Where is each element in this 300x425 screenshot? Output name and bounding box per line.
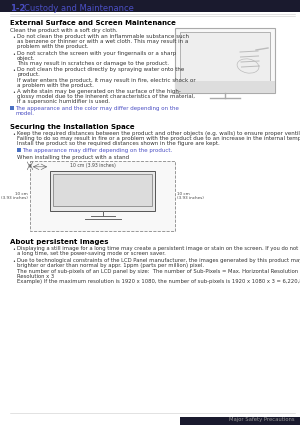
Text: model.: model. xyxy=(16,111,34,116)
Text: •: • xyxy=(12,132,15,137)
Bar xyxy=(50,171,155,211)
Text: If water enters the product, it may result in fire, electric shock or: If water enters the product, it may resu… xyxy=(17,78,196,82)
Text: Custody and Maintenance: Custody and Maintenance xyxy=(24,4,134,13)
Text: Securing the Installation Space: Securing the Installation Space xyxy=(10,124,135,130)
Text: problem with the product.: problem with the product. xyxy=(17,44,88,49)
Text: a long time, set the power-saving mode or screen saver.: a long time, set the power-saving mode o… xyxy=(17,251,166,256)
Text: This may result in scratches or damage to the product.: This may result in scratches or damage t… xyxy=(17,61,169,66)
Text: object.: object. xyxy=(17,56,36,61)
Text: When installing the product with a stand: When installing the product with a stand xyxy=(17,155,129,160)
Text: brighter or darker than normal by appr. 1ppm (parts per million) pixel.: brighter or darker than normal by appr. … xyxy=(17,264,204,269)
Bar xyxy=(10,106,14,110)
Text: Displaying a still image for a long time may create a persistent image or stain : Displaying a still image for a long time… xyxy=(17,246,300,251)
Text: Resolution x 3: Resolution x 3 xyxy=(17,274,54,279)
Text: •: • xyxy=(12,51,15,57)
Bar xyxy=(175,81,275,93)
Bar xyxy=(175,28,275,93)
Text: as benzene or thinner or with a wet cloth. This may result in a: as benzene or thinner or with a wet clot… xyxy=(17,39,188,44)
Text: Keep the required distances between the product and other objects (e.g. walls) t: Keep the required distances between the … xyxy=(17,131,300,136)
Bar xyxy=(180,417,300,425)
Bar xyxy=(0,0,300,12)
Bar xyxy=(53,174,152,206)
Text: 10 cm (3.93 inches): 10 cm (3.93 inches) xyxy=(70,163,116,168)
Text: glossy model due to the inherent characteristics of the material,: glossy model due to the inherent charact… xyxy=(17,94,195,99)
Text: Example) If the maximum resolution is 1920 x 1080, the number of sub-pixels is 1: Example) If the maximum resolution is 19… xyxy=(17,279,300,284)
Text: Do not clean the product directly by spraying water onto the: Do not clean the product directly by spr… xyxy=(17,67,184,72)
Text: •: • xyxy=(12,259,15,264)
Text: The appearance may differ depending on the product.: The appearance may differ depending on t… xyxy=(22,147,173,153)
Text: Due to technological constraints of the LCD Panel manufacturer, the images gener: Due to technological constraints of the … xyxy=(17,258,300,263)
Bar xyxy=(30,161,175,231)
Text: The number of sub-pixels of an LCD panel by size:  The number of Sub-Pixels = Ma: The number of sub-pixels of an LCD panel… xyxy=(17,269,300,274)
Text: External Surface and Screen Maintenance: External Surface and Screen Maintenance xyxy=(10,20,176,26)
Text: product.: product. xyxy=(17,72,40,77)
Text: if a supersonic humidifier is used.: if a supersonic humidifier is used. xyxy=(17,99,110,105)
Text: •: • xyxy=(12,90,15,95)
Text: Do not scratch the screen with your fingernails or a sharp: Do not scratch the screen with your fing… xyxy=(17,51,176,56)
Text: •: • xyxy=(12,247,15,252)
Text: The appearance and the color may differ depending on the: The appearance and the color may differ … xyxy=(16,105,179,111)
Text: A white stain may be generated on the surface of the high-: A white stain may be generated on the su… xyxy=(17,89,181,94)
Text: About persistent images: About persistent images xyxy=(10,239,109,245)
Text: 10 cm
(3.93 inches): 10 cm (3.93 inches) xyxy=(1,192,28,200)
Text: Install the product so the required distances shown in the figure are kept.: Install the product so the required dist… xyxy=(17,142,220,146)
Text: Failing to do so may result in fire or a problem with the product due to an incr: Failing to do so may result in fire or a… xyxy=(17,136,300,141)
Text: Do not clean the product with an inflammable substance such: Do not clean the product with an inflamm… xyxy=(17,34,189,39)
Text: •: • xyxy=(12,35,15,40)
Text: 10 cm
(3.93 inches): 10 cm (3.93 inches) xyxy=(177,192,204,200)
Text: Clean the product with a soft dry cloth.: Clean the product with a soft dry cloth. xyxy=(10,28,118,33)
Bar xyxy=(180,32,270,85)
Text: Major Safety Precautions: Major Safety Precautions xyxy=(230,417,295,422)
Text: •: • xyxy=(12,68,15,73)
Text: 1-2: 1-2 xyxy=(10,4,26,13)
Text: a problem with the product.: a problem with the product. xyxy=(17,83,94,88)
Bar xyxy=(17,148,20,152)
